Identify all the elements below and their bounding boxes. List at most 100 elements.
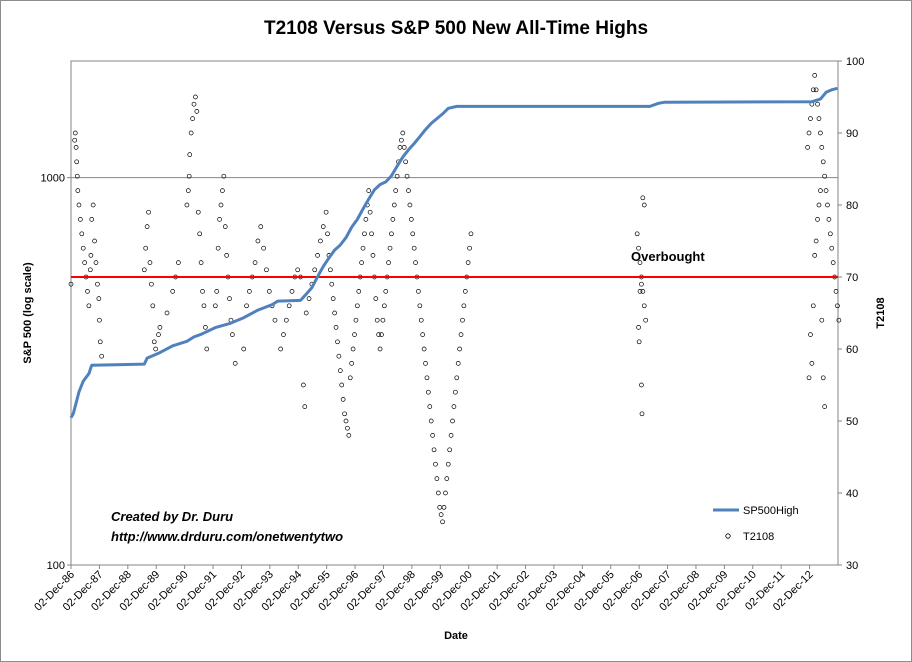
t2108-point [184,202,190,208]
t2108-point [816,202,822,208]
t2108-point [815,101,820,107]
t2108-point [99,353,105,359]
t2108-point [433,461,438,467]
t2108-point [204,346,210,352]
t2108-point [379,332,384,337]
t2108-point [443,490,448,496]
t2108-point [460,317,465,323]
t2108-point [394,173,400,179]
t2108-point [399,137,404,143]
y-axis-right-title: T2108 [875,297,887,328]
t2108-point [434,476,440,481]
t2108-point [336,353,342,359]
t2108-point [410,231,416,237]
t2108-point [345,425,350,431]
t2108-point [401,145,407,150]
t2108-point [333,325,339,330]
t2108-point [197,231,203,237]
t2108-point [636,325,641,330]
t2108-point [200,289,205,294]
t2108-point [362,231,367,237]
t2108-point [810,303,816,309]
x-axis-title: Date [444,630,468,642]
t2108-point [808,332,813,337]
t2108-point [430,433,435,438]
t2108-point [328,267,333,273]
t2108-point [79,231,85,237]
t2108-point [315,253,320,258]
legend: SP500High T2108 [713,505,799,543]
t2108-point [286,303,292,309]
t2108-point [356,289,362,294]
t2108-point [337,368,343,373]
t2108-point [85,289,90,294]
t2108-point [829,245,835,251]
t2108-point [353,317,359,323]
t2108-point [218,202,224,208]
legend-swatch-t2108 [725,533,731,539]
t2108-point [435,490,441,496]
t2108-point [82,260,87,265]
t2108-point [78,217,83,222]
t2108-point [639,382,644,388]
t2108-point [447,447,453,453]
t2108-point [423,361,428,366]
t2108-point [150,303,156,309]
t2108-point [381,303,387,309]
t2108-point [820,159,826,165]
t2108-point [295,267,301,273]
t2108-point [386,260,391,265]
t2108-point [827,231,833,237]
y2-tick-label: 80 [846,200,858,212]
t2108-point [637,289,643,294]
t2108-point [640,289,646,294]
t2108-point [149,281,154,287]
t2108-point [816,116,822,121]
plot-area [70,60,839,566]
t2108-point [255,238,261,244]
t2108-point [266,289,272,294]
t2108-point [187,152,193,157]
t2108-point [835,303,840,309]
t2108-point [640,195,646,201]
t2108-point [453,389,458,395]
t2108-point [261,245,266,251]
t2108-point [312,267,318,273]
t2108-point [73,145,79,150]
t2108-point [80,245,86,251]
t2108-point [97,317,102,323]
t2108-point [88,253,94,258]
t2108-point [354,303,360,309]
t2108-point [302,404,308,409]
t2108-point [424,375,430,381]
t2108-point [349,361,355,366]
t2108-point [427,404,433,409]
t2108-point [329,281,335,287]
t2108-point [332,310,337,316]
t2108-point [74,159,80,165]
t2108-point [147,260,153,265]
t2108-point [221,173,227,179]
t2108-point [377,346,383,352]
t2108-point [193,94,198,100]
t2108-point [343,418,349,424]
t2108-point [86,303,92,309]
t2108-point [185,188,191,193]
t2108-point [318,238,323,244]
t2108-point [72,130,78,136]
legend-label-t2108: T2108 [743,531,774,543]
t2108-point [186,173,192,179]
t2108-point [97,339,103,345]
t2108-point [164,310,170,316]
t2108-point [812,73,818,78]
t2108-point [818,130,823,136]
t2108-point [89,217,95,222]
t2108-point [407,202,413,208]
t2108-point [289,289,295,294]
t2108-point [194,109,200,114]
t2108-point [87,267,93,273]
t2108-point [90,202,96,208]
t2108-point [367,209,373,215]
t2108-point [350,346,356,352]
